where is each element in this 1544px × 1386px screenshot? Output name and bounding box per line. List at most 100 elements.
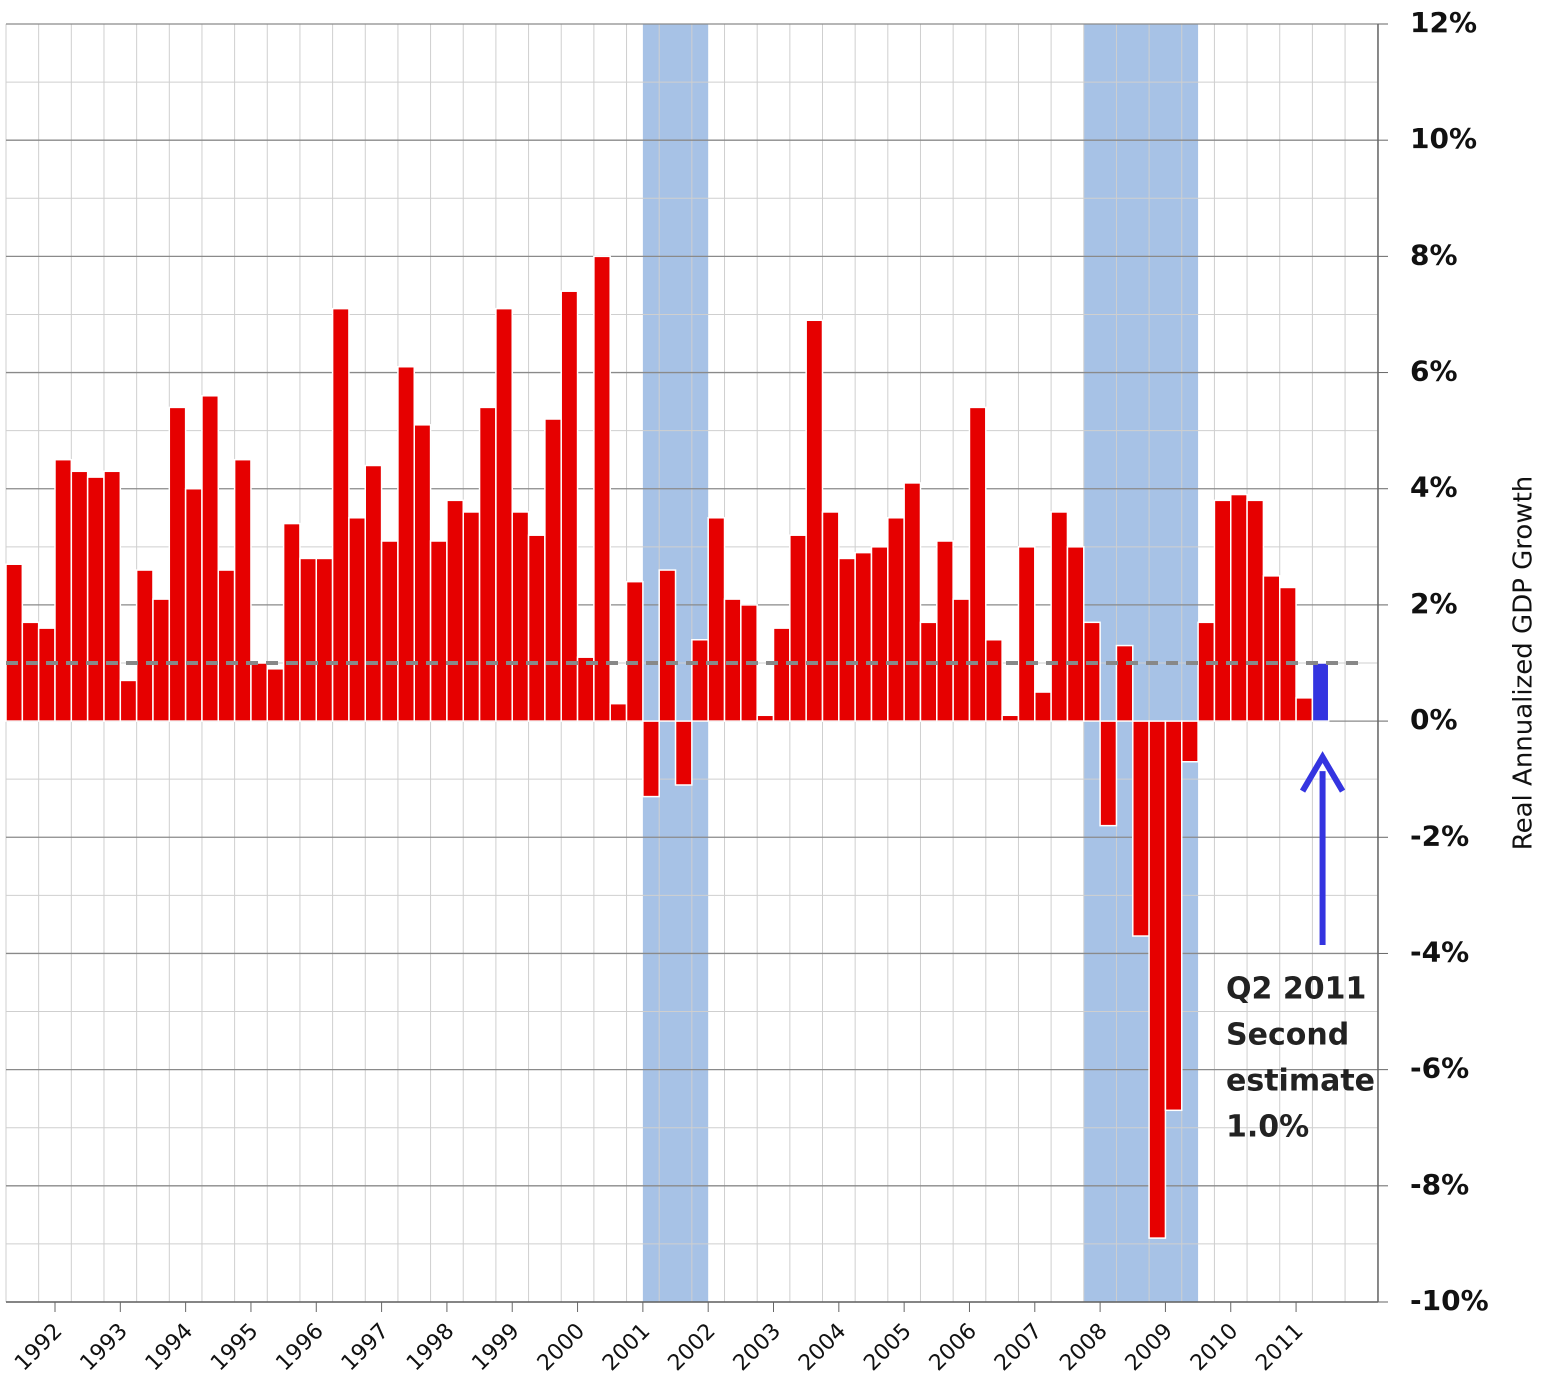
bar	[903, 482, 922, 722]
bar	[1017, 546, 1036, 722]
bar	[1148, 720, 1167, 1239]
y-tick-label: 8%	[1410, 238, 1458, 271]
x-tick-label: 2005	[859, 1319, 916, 1376]
bar	[1115, 644, 1134, 722]
y-tick-label: -6%	[1410, 1052, 1469, 1085]
x-tick-label: 2006	[925, 1319, 982, 1376]
bar	[152, 598, 171, 722]
x-tick-label: 2011	[1251, 1319, 1308, 1376]
bar	[968, 406, 987, 722]
bar	[1311, 662, 1330, 722]
bar	[217, 569, 236, 722]
bar	[1132, 720, 1150, 937]
bar	[86, 476, 105, 722]
bar	[168, 406, 187, 722]
x-tick-label: 1997	[337, 1319, 394, 1376]
bar	[511, 511, 530, 722]
bar	[952, 598, 971, 722]
bar	[642, 720, 660, 798]
bar	[1001, 714, 1020, 722]
bar	[1278, 586, 1297, 722]
x-tick-label: 2008	[1055, 1319, 1112, 1376]
y-tick-label: -2%	[1410, 819, 1469, 852]
bar	[348, 517, 367, 722]
bar	[1066, 546, 1085, 722]
y-tick-label: 0%	[1410, 703, 1458, 736]
y-tick-label: 4%	[1410, 471, 1458, 504]
bar	[1197, 621, 1216, 722]
x-tick-label: 2001	[598, 1319, 655, 1376]
bar	[1262, 575, 1281, 722]
bar	[1295, 697, 1314, 722]
bar	[936, 540, 954, 722]
bar	[119, 679, 138, 722]
y-tick-label: 10%	[1410, 122, 1477, 155]
y-axis-label: Real Annualized GDP Growth	[1509, 476, 1539, 851]
bar	[1246, 499, 1265, 722]
x-tick-label: 2002	[663, 1319, 720, 1376]
bar	[413, 424, 432, 722]
x-tick-label: 1995	[206, 1319, 263, 1376]
bar	[1181, 720, 1199, 763]
bar	[364, 464, 383, 722]
bar	[429, 540, 448, 722]
bar	[838, 557, 856, 722]
bar	[544, 418, 562, 722]
x-tick-label: 2004	[794, 1319, 851, 1376]
bar	[789, 534, 807, 722]
bar	[1099, 720, 1118, 827]
bar	[5, 563, 24, 722]
bar	[495, 307, 513, 722]
x-tick-label: 2000	[533, 1319, 590, 1376]
bar	[299, 557, 318, 722]
bar	[1050, 511, 1069, 722]
bar	[1034, 691, 1052, 722]
bar	[446, 499, 464, 722]
annotation: 1.0%	[1226, 1110, 1309, 1145]
bar	[1213, 499, 1232, 722]
bar	[331, 307, 350, 722]
bar	[478, 406, 497, 722]
x-tick-label: 1992	[10, 1319, 67, 1376]
y-tick-label: 12%	[1410, 6, 1477, 39]
bar	[103, 470, 122, 722]
bar	[772, 627, 791, 722]
annotation: Q2 2011	[1226, 972, 1366, 1007]
y-tick-label: 2%	[1410, 587, 1458, 620]
arrow-head	[1299, 751, 1346, 793]
bar	[691, 639, 709, 722]
x-tick-label: 1998	[402, 1319, 459, 1376]
bar	[1083, 621, 1101, 722]
bar	[380, 540, 399, 722]
bar	[135, 569, 154, 722]
bar	[282, 522, 301, 722]
x-tick-label: 2010	[1186, 1319, 1243, 1376]
y-tick-label: -8%	[1410, 1168, 1469, 1201]
x-tick-label: 1999	[467, 1319, 524, 1376]
bar	[821, 511, 840, 722]
y-tick-label: -4%	[1410, 935, 1469, 968]
bar	[462, 511, 481, 722]
x-tick-label: 2003	[729, 1319, 786, 1376]
bar	[1164, 720, 1183, 1112]
bar	[658, 569, 677, 722]
bar	[985, 639, 1003, 722]
bar	[919, 621, 938, 722]
x-tick-label: 1996	[271, 1319, 328, 1376]
annotation: estimate	[1226, 1064, 1375, 1099]
bar	[674, 720, 693, 786]
bar	[397, 365, 416, 722]
bar	[1230, 493, 1248, 722]
bar	[527, 534, 546, 722]
bar	[315, 557, 334, 722]
bar	[723, 598, 742, 722]
bar	[593, 255, 611, 722]
x-tick-label: 1993	[76, 1319, 133, 1376]
x-tick-label: 1994	[141, 1319, 198, 1376]
bar	[576, 656, 595, 722]
bar	[854, 551, 873, 722]
bar	[756, 714, 775, 722]
bar	[37, 627, 56, 722]
bar	[250, 662, 269, 722]
